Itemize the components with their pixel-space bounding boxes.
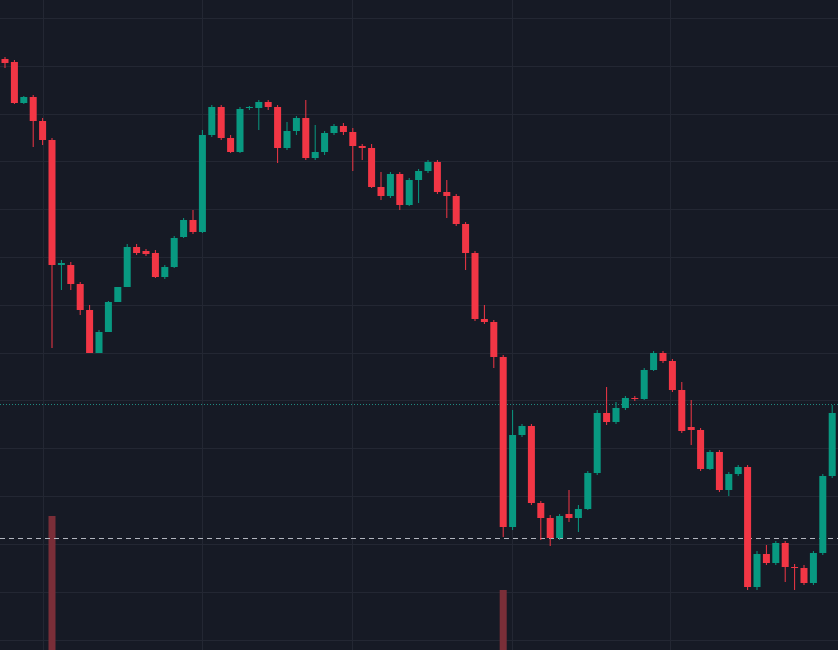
candle-body [311,152,319,158]
candle-body [640,370,648,399]
candle-body [462,224,470,253]
candle-body [274,107,282,148]
vertical-grid [43,0,671,650]
candle-body [809,553,817,583]
candle-body [527,426,535,503]
candle-body [631,398,639,399]
candle-body [424,162,432,171]
candle-body [659,353,667,361]
candle-body [161,267,169,277]
candle-body [537,503,545,518]
candle-body [650,353,658,370]
candle-body [180,220,188,237]
candle-body [95,332,103,353]
candle-body [189,220,197,232]
candle-body [697,430,705,469]
candle-body [292,118,300,131]
candle-body [621,398,629,408]
candle-body [480,319,488,322]
candle-body [687,427,695,430]
candle-body [123,247,131,287]
candle-body [584,473,592,509]
candle-body [302,118,310,158]
candle-body [358,146,366,148]
candle-body [509,435,517,527]
candle-body [471,253,479,319]
candle-body [734,467,742,474]
candle-body [236,109,244,152]
candle-body [151,253,159,277]
candle-body [762,554,770,563]
candle-body [781,543,789,567]
candle-body [772,543,780,563]
candle-body [668,361,676,390]
candle-body [29,97,37,121]
candle-body [612,408,620,422]
candle-body [217,107,225,138]
candle-body [593,413,601,473]
volume-bar [499,590,507,650]
candle-body [321,133,329,152]
candle-body [339,126,347,132]
candle-body [819,476,827,553]
candle-body [76,284,84,310]
candle-body [386,174,394,196]
candle-body [48,140,56,265]
candle-body [39,121,47,140]
candle-body [415,171,423,180]
candle-body [574,509,582,518]
candle-body [715,452,723,490]
candle-body [828,413,836,476]
candle-body [556,516,564,538]
candle-body [10,62,18,103]
candle-body [330,126,338,133]
candle-body [208,107,216,135]
candle-body [744,467,752,587]
candle-body [245,107,253,108]
candle-body [198,135,206,232]
candle-body [170,238,178,267]
candle-body [283,131,291,148]
candle-body [227,138,235,152]
candle-body [800,568,808,583]
candle-body [133,247,141,253]
candle-body [565,514,573,518]
candle-body [405,180,413,205]
candle-body [678,390,686,431]
candle-body [791,567,799,568]
candle-body [433,162,441,192]
candle-body [104,302,112,332]
candle-body [368,148,376,187]
candle-body [753,554,761,587]
candle-body [377,187,385,196]
candle-body [490,322,498,357]
candle-body [20,97,28,103]
candle-body [86,310,94,353]
candle-body [725,474,733,490]
candle-body [255,102,263,108]
candle-body [499,357,507,527]
candle-body [518,426,526,435]
candle-body [396,174,404,205]
candle-body [349,132,357,146]
candle-body [1,59,9,63]
candle-body [443,192,451,196]
candle-body [142,251,150,254]
volume-bar [48,516,56,650]
candle-body [546,518,554,538]
candle-body [114,287,122,302]
candle-body [57,263,65,265]
candle-body [67,265,75,284]
candle-body [603,413,611,422]
candle-body [264,102,272,107]
candle-body [706,452,714,469]
candle-body [452,196,460,224]
